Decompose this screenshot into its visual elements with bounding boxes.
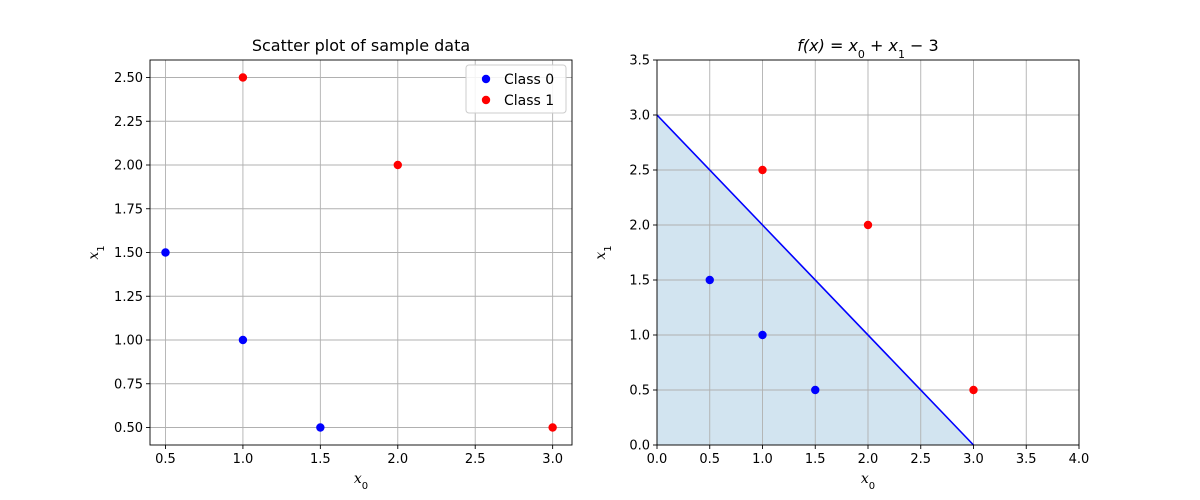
legend-marker-class-0 <box>481 74 491 84</box>
y-axis-label: x1 <box>593 245 614 259</box>
point-class-0 <box>238 335 248 345</box>
x-axis-label-right: x0 <box>861 471 875 492</box>
legend-box <box>465 64 567 114</box>
y-tick-label: 2.00 <box>114 159 143 174</box>
chart-right: 0.0 0.5 1.0 1.5 2.0 2.5 3.0 3.5 4.0 0.0 0.5 1.0 1.5 2… <box>593 36 1089 492</box>
y-axis-label-right: x1 <box>593 245 614 259</box>
point-class-1 <box>238 73 248 82</box>
legend-left: Class 0 Class 1 <box>465 64 567 114</box>
x-tick-label: 3.5 <box>1016 452 1037 467</box>
point-class-1 <box>969 385 978 395</box>
y-axis-label: x1 <box>86 245 107 259</box>
x-tick-label: 2.0 <box>387 452 408 467</box>
marks-left <box>161 73 557 432</box>
point-class-0 <box>161 248 170 257</box>
y-tick-label: 3.0 <box>629 109 650 124</box>
decision-boundary-right <box>656 114 975 446</box>
x-tick-label: 4.0 <box>1069 452 1090 467</box>
x-tick-label: 2.5 <box>910 452 931 467</box>
point-class-1 <box>393 160 402 170</box>
y-tick-label: 1.25 <box>114 290 143 305</box>
point-class-0 <box>811 385 820 395</box>
x-tick-label: 1.0 <box>233 452 254 467</box>
y-tick-label: 2.5 <box>629 164 650 179</box>
y-tick-label: 2.25 <box>114 115 143 130</box>
x-tick-label: 1.5 <box>310 452 331 467</box>
y-tick-label: 0.0 <box>629 439 650 454</box>
x-tick-label: 2.0 <box>858 452 879 467</box>
y-tick-label: 2.50 <box>114 71 143 86</box>
x-tick-label: 3.0 <box>542 452 563 467</box>
y-tick-label: 3.5 <box>629 54 650 69</box>
y-tick-label: 2.0 <box>629 219 650 234</box>
marks-right <box>705 165 978 395</box>
x-tick-label: 1.0 <box>752 452 773 467</box>
point-class-0 <box>758 330 767 340</box>
grid-left <box>150 60 572 445</box>
y-tick-label: 0.5 <box>629 384 650 399</box>
point-class-1 <box>863 220 873 230</box>
x-tick-label: 0.5 <box>155 452 176 467</box>
legend-marker-class-1 <box>481 95 491 105</box>
ticks-left: 0.5 1.0 1.5 2.0 2.5 3.0 0.50 0.75 1.00 1.25 1.50 1.… <box>114 71 563 467</box>
y-axis-label-left: x1 <box>86 245 107 259</box>
y-tick-label: 1.00 <box>114 334 143 349</box>
x-tick-label: 0.5 <box>699 452 720 467</box>
ticks-right: 0.0 0.5 1.0 1.5 2.0 2.5 3.0 3.5 4.0 0.0 0.5 1.0 1.5 2… <box>629 54 1089 468</box>
y-tick-label: 1.5 <box>629 274 650 289</box>
y-tick-label: 1.50 <box>114 246 143 261</box>
y-tick-label: 0.50 <box>114 421 143 436</box>
y-tick-label: 0.75 <box>114 377 143 392</box>
chart-left: 0.5 1.0 1.5 2.0 2.5 3.0 0.50 0.75 1.00 1.25 1.50 1.… <box>86 36 573 492</box>
chart-title-left: Scatter plot of sample data <box>252 36 470 55</box>
x-tick-label: 1.5 <box>805 452 826 467</box>
x-axis-label-left: x0 <box>354 471 368 492</box>
x-axis-label: x0 <box>354 471 368 492</box>
x-axis-label: x0 <box>861 471 875 492</box>
point-class-1 <box>758 165 767 175</box>
x-tick-label: 3.0 <box>963 452 984 467</box>
legend-label-class-1: Class 1 <box>504 93 554 109</box>
legend-label-class-0: Class 0 <box>504 72 554 88</box>
decision-boundary-line <box>656 114 975 446</box>
y-tick-label: 1.75 <box>114 202 143 217</box>
x-tick-label: 0.0 <box>647 452 668 467</box>
chart-title-right: f(x) = x0 + x1 − 3 <box>797 36 938 61</box>
point-class-0 <box>705 275 714 285</box>
point-class-0 <box>316 423 325 432</box>
x-tick-label: 2.5 <box>465 452 486 467</box>
point-class-1 <box>548 423 557 432</box>
y-tick-label: 1.0 <box>629 329 650 344</box>
